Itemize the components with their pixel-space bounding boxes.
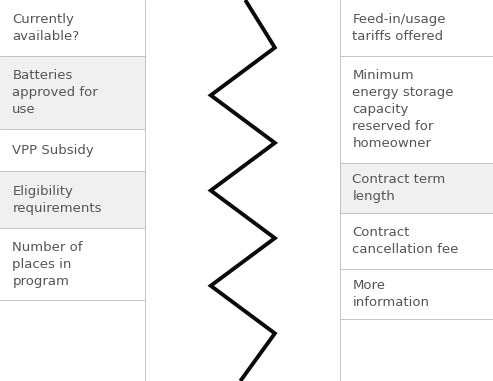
Text: Batteries
approved for
use: Batteries approved for use xyxy=(12,69,98,116)
Text: Currently
available?: Currently available? xyxy=(12,13,79,43)
Bar xyxy=(0,0,145,56)
Text: Eligibility
requirements: Eligibility requirements xyxy=(12,185,102,215)
Bar xyxy=(340,56,493,163)
Text: Contract
cancellation fee: Contract cancellation fee xyxy=(352,226,459,256)
Bar xyxy=(0,228,145,300)
Bar xyxy=(0,56,145,129)
Text: Feed-in/usage
tariffs offered: Feed-in/usage tariffs offered xyxy=(352,13,446,43)
Bar xyxy=(340,163,493,213)
Bar xyxy=(0,129,145,171)
Bar xyxy=(340,269,493,319)
Text: VPP Subsidy: VPP Subsidy xyxy=(12,144,94,157)
Bar xyxy=(340,213,493,269)
Bar xyxy=(0,171,145,228)
Text: Minimum
energy storage
capacity
reserved for
homeowner: Minimum energy storage capacity reserved… xyxy=(352,69,454,150)
Text: More
information: More information xyxy=(352,279,429,309)
Text: Contract term
length: Contract term length xyxy=(352,173,446,203)
Text: Number of
places in
program: Number of places in program xyxy=(12,240,83,288)
Bar xyxy=(340,0,493,56)
